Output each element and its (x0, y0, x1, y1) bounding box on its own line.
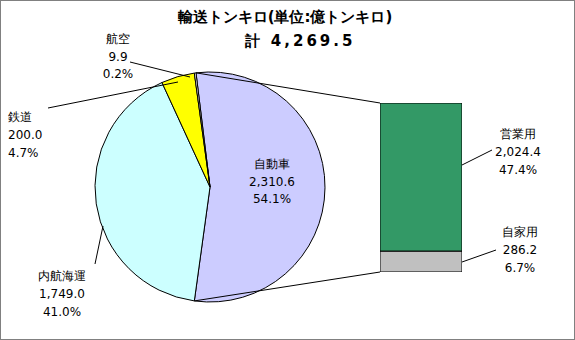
svg-text:航空: 航空 (106, 32, 130, 46)
svg-text:200.0: 200.0 (8, 128, 42, 142)
svg-text:54.1%: 54.1% (253, 192, 291, 206)
svg-text:自家用: 自家用 (502, 225, 538, 239)
svg-text:鉄道: 鉄道 (8, 110, 32, 124)
svg-text:輸送トンキロ(単位:億トンキロ): 輸送トンキロ(単位:億トンキロ) (177, 8, 393, 26)
svg-text:自動車: 自動車 (254, 157, 290, 171)
svg-text:41.0%: 41.0% (43, 305, 81, 319)
svg-text:1,749.0: 1,749.0 (39, 287, 85, 301)
svg-text:2,024.4: 2,024.4 (495, 145, 541, 159)
svg-text:2,310.6: 2,310.6 (249, 175, 295, 189)
svg-text:286.2: 286.2 (503, 243, 537, 257)
svg-text:内航海運: 内航海運 (38, 269, 86, 283)
svg-text:6.7%: 6.7% (505, 261, 536, 275)
svg-text:0.2%: 0.2% (103, 67, 134, 81)
svg-text:47.4%: 47.4% (499, 163, 537, 177)
svg-text:4.7%: 4.7% (8, 146, 39, 160)
svg-text:営業用: 営業用 (500, 127, 536, 141)
svg-text:計 4,269.5: 計 4,269.5 (244, 32, 356, 50)
svg-text:9.9: 9.9 (108, 50, 127, 64)
